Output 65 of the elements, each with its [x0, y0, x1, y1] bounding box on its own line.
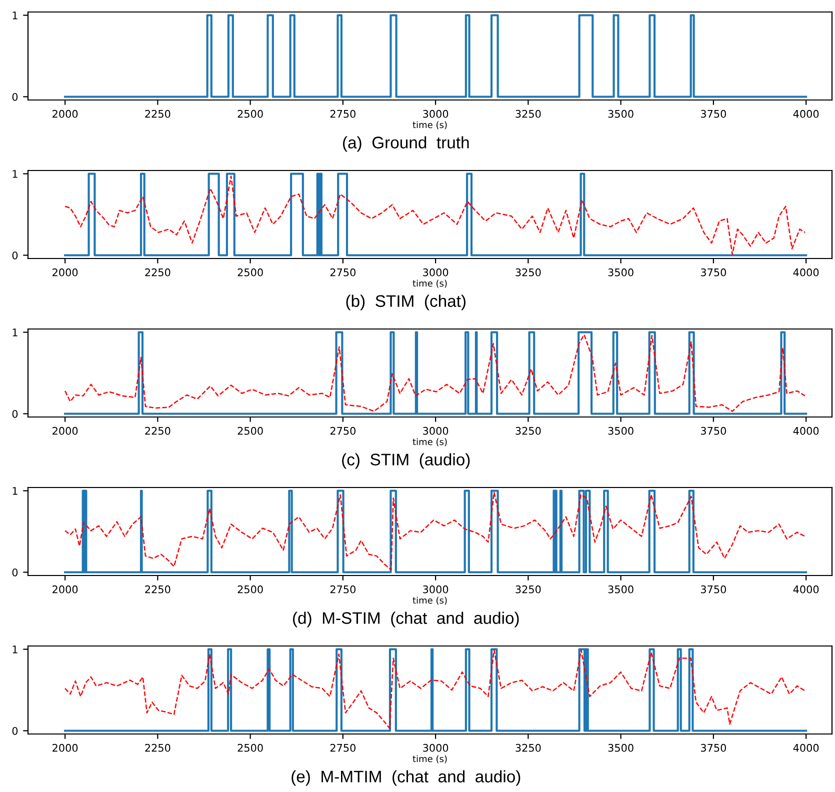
x-tick-label: 4000 [793, 585, 819, 594]
x-tick-label: 2500 [238, 268, 263, 276]
x-tick-label: 4000 [793, 110, 819, 118]
x-tick-label: 2000 [52, 585, 78, 594]
text: (d) M-STIM (chat and audio) [293, 612, 519, 628]
x-tick-label: 2500 [238, 585, 263, 594]
text: (a) Ground truth [343, 136, 469, 152]
y-tick-label: 0 [12, 92, 18, 101]
x-tick-label: 2750 [330, 268, 356, 276]
y-tick-label: 1 [12, 646, 18, 654]
x-tick-label: 2500 [238, 744, 263, 752]
x-tick-label: 2750 [330, 744, 356, 752]
x-tick-label: 3000 [423, 268, 448, 276]
x-tick-label: 3750 [700, 585, 726, 594]
y-tick-label: 1 [12, 487, 18, 495]
x-tick-label: 2250 [145, 585, 170, 594]
x-tick-label: 2000 [52, 426, 78, 435]
x-tick-label: 4000 [793, 744, 819, 752]
x-tick-label: 2500 [238, 426, 263, 435]
y-tick-label: 0 [12, 568, 18, 576]
x-tick-label: 4000 [793, 268, 819, 276]
text: (c) STIM (audio) [342, 453, 470, 469]
x-axis-title: time (s) [412, 755, 447, 764]
text: (b) STIM (chat) [346, 294, 466, 310]
x-tick-label: 3250 [516, 426, 541, 435]
x-axis-title: time (s) [412, 596, 447, 605]
x-tick-label: 3750 [700, 268, 726, 276]
x-tick-label: 3000 [423, 585, 448, 594]
x-tick-label: 3000 [423, 426, 448, 435]
x-tick-label: 3000 [423, 744, 448, 752]
x-tick-label: 3250 [516, 268, 541, 276]
x-tick-label: 3750 [700, 426, 726, 435]
x-tick-label: 2000 [52, 744, 78, 752]
x-tick-label: 3250 [516, 744, 541, 752]
text: (e) M-MTIM (chat and audio) [292, 770, 520, 786]
x-tick-label: 2750 [330, 110, 356, 118]
y-tick-label: 1 [12, 12, 18, 20]
x-tick-label: 3500 [608, 744, 634, 752]
x-tick-label: 3500 [608, 110, 634, 118]
x-tick-label: 2250 [145, 744, 170, 752]
x-axis-title: time (s) [412, 280, 447, 288]
y-tick-label: 1 [12, 170, 18, 178]
x-tick-label: 3250 [516, 110, 541, 118]
x-tick-label: 3750 [700, 110, 726, 118]
x-tick-label: 2750 [330, 585, 356, 594]
x-tick-label: 3500 [608, 268, 634, 276]
x-tick-label: 3750 [700, 744, 726, 752]
x-tick-label: 2750 [330, 426, 356, 435]
x-tick-label: 3500 [608, 585, 634, 594]
y-tick-label: 0 [12, 410, 18, 418]
x-tick-label: 2500 [238, 110, 263, 118]
x-tick-label: 3250 [516, 585, 541, 594]
x-axis-title: time (s) [412, 121, 447, 130]
x-tick-label: 2000 [52, 268, 78, 276]
x-axis-title: time (s) [412, 438, 447, 446]
x-tick-label: 2250 [145, 268, 170, 276]
x-tick-label: 2250 [145, 426, 170, 435]
y-tick-label: 1 [12, 328, 18, 336]
x-tick-label: 3000 [423, 110, 448, 118]
y-tick-label: 0 [12, 726, 18, 735]
x-tick-label: 4000 [793, 426, 819, 435]
x-tick-label: 2000 [52, 110, 78, 118]
x-tick-label: 2250 [145, 110, 170, 118]
x-tick-label: 3500 [608, 426, 634, 435]
y-tick-label: 0 [12, 251, 18, 260]
